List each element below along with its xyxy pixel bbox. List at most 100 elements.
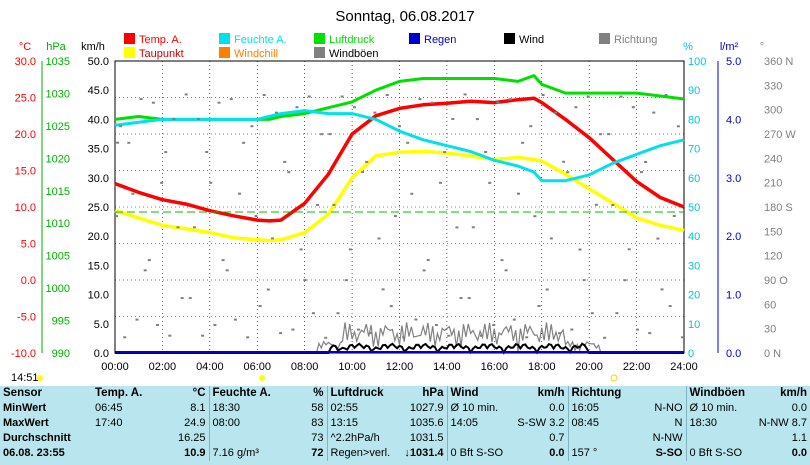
- legend-label: Wind: [519, 34, 544, 46]
- cell: S-SW 3.2: [517, 417, 565, 429]
- direction-dot: [184, 93, 188, 96]
- humidity-tick-label: 80: [688, 114, 700, 126]
- humidity-tick-label: 60: [688, 173, 700, 185]
- cell: 18:30: [685, 416, 749, 431]
- cell: [685, 431, 749, 446]
- pressure-tick-label: 990: [52, 348, 70, 360]
- humidity-tick-label: 40: [688, 231, 700, 243]
- cell: ↓1031.4: [404, 447, 444, 459]
- direction-dot: [582, 279, 586, 282]
- direction-dot: [115, 215, 118, 218]
- cell: ^2.2hPa/h: [326, 431, 399, 446]
- wind-tick-label: 20.0: [88, 231, 109, 243]
- header-gusts: Windböen: [685, 386, 749, 401]
- direction-dot: [201, 334, 205, 337]
- direction-dot: [644, 161, 648, 163]
- direction-dot: [529, 125, 533, 128]
- header-pressure-unit: hPa: [422, 387, 444, 399]
- temp-tick-label: 0.0: [21, 275, 36, 287]
- direction-dot: [660, 288, 664, 291]
- cell: 10.9: [184, 447, 206, 459]
- cell: 83: [311, 417, 324, 429]
- direction-dot: [139, 98, 143, 101]
- direction-dot: [537, 305, 541, 307]
- clock-bar: [0, 370, 810, 384]
- cell: 157 °: [567, 446, 628, 461]
- statistics-table: Sensor Temp. A. °C Feuchte A. % Luftdruc…: [0, 386, 810, 465]
- legend-swatch: [504, 33, 515, 44]
- direction-dot: [381, 288, 385, 291]
- direction-dot: [217, 101, 221, 104]
- direction-dot: [484, 151, 488, 153]
- direction-dot: [676, 125, 680, 128]
- direction-dot: [266, 288, 270, 291]
- direction-dot: [603, 336, 607, 339]
- pressure-tick-label: 1025: [46, 121, 70, 133]
- direction-dot: [549, 237, 553, 240]
- direction-tick-label: 60: [764, 299, 776, 311]
- cell: 24.9: [184, 417, 206, 429]
- direction-dot: [447, 334, 451, 337]
- direction-dot: [574, 106, 578, 109]
- legend-swatch: [124, 47, 135, 58]
- direction-tick-label: 240: [764, 153, 782, 165]
- direction-dot: [590, 312, 594, 315]
- direction-dot: [467, 297, 471, 300]
- direction-dot: [578, 248, 582, 251]
- direction-dot: [500, 259, 504, 262]
- direction-dot: [160, 181, 164, 184]
- pressure-tick-label: 1005: [46, 251, 70, 263]
- direction-dot: [299, 248, 303, 251]
- temp-tick-label: 5.0: [21, 239, 36, 251]
- wind-tick-label: 45.0: [88, 85, 109, 97]
- humidity-tick-label: 20: [688, 290, 700, 302]
- direction-dot: [242, 141, 246, 144]
- legend-swatch: [314, 33, 325, 44]
- direction-dot: [123, 336, 127, 339]
- wind-tick-label: 0.0: [94, 348, 109, 360]
- direction-dot: [430, 101, 434, 104]
- cell: 0.7: [549, 432, 565, 444]
- direction-dot: [418, 98, 422, 101]
- direction-dot: [254, 215, 258, 218]
- cell: 0.0: [549, 447, 565, 459]
- direction-dot: [508, 98, 512, 101]
- cell: 0 Bft S-SO: [446, 446, 510, 461]
- rain-tick-label: 2.0: [726, 231, 741, 243]
- header-direction: Richtung: [567, 386, 628, 401]
- direction-dot: [352, 106, 356, 109]
- wind-tick-label: 35.0: [88, 144, 109, 156]
- direction-dot: [640, 171, 643, 174]
- direction-dot: [127, 141, 131, 144]
- legend-swatch: [409, 33, 420, 44]
- direction-dot: [205, 151, 209, 153]
- direction-dot: [295, 106, 299, 109]
- direction-dot: [426, 259, 430, 261]
- direction-dot: [168, 334, 172, 337]
- direction-dot: [311, 312, 315, 315]
- direction-dot: [270, 237, 274, 240]
- cell: N-NO: [654, 402, 683, 414]
- direction-dot: [681, 336, 684, 339]
- cell: N: [674, 417, 683, 429]
- legend-label: Windböen: [329, 48, 379, 60]
- direction-dot: [488, 181, 492, 184]
- wind-tick-label: 50.0: [88, 56, 109, 68]
- cell: 16.25: [177, 432, 206, 444]
- cell: S-SO: [655, 447, 683, 459]
- direction-dot: [586, 95, 590, 98]
- cell: Regen>verl.: [326, 446, 399, 461]
- direction-tick-label: 0 N: [764, 348, 781, 360]
- cell: 0 Bft S-SO: [685, 446, 749, 461]
- header-pressure: Luftdruck: [326, 386, 399, 401]
- direction-dot: [463, 93, 467, 96]
- temp-tick-label: 10.0: [15, 202, 36, 214]
- wind-tick-label: 40.0: [88, 114, 109, 126]
- direction-dot: [631, 106, 635, 109]
- direction-tick-label: 300: [764, 105, 782, 117]
- direction-dot: [439, 181, 442, 184]
- direction-dot: [459, 297, 463, 299]
- temp-tick-label: 30.0: [15, 56, 36, 68]
- direction-dot: [406, 141, 410, 144]
- wind-tick-label: 30.0: [88, 173, 109, 185]
